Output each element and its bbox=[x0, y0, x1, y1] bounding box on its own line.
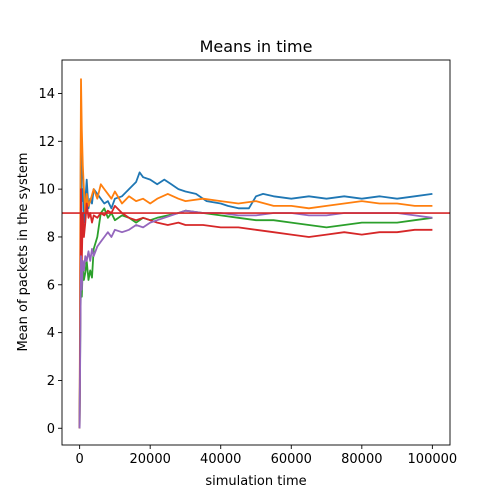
y-axis: 0 2 4 6 8 10 12 14 bbox=[38, 87, 62, 437]
plot-frame bbox=[61, 59, 451, 446]
y-tick-label: 14 bbox=[38, 87, 55, 102]
series-line-5 bbox=[78, 209, 433, 429]
y-axis-label: Mean of packets in the system bbox=[16, 152, 31, 351]
series-line-4 bbox=[78, 188, 433, 429]
chart-title: Means in time bbox=[200, 37, 313, 56]
series-layer bbox=[78, 78, 433, 429]
x-tick-label: 60000 bbox=[271, 452, 312, 467]
x-axis-label: simulation time bbox=[205, 474, 306, 489]
y-tick-label: 8 bbox=[47, 230, 55, 245]
x-tick-label: 0 bbox=[75, 452, 83, 467]
x-tick-label: 40000 bbox=[200, 452, 241, 467]
y-tick-label: 6 bbox=[47, 278, 55, 293]
series-line-3 bbox=[78, 207, 433, 429]
y-tick-label: 4 bbox=[47, 326, 55, 341]
x-tick-label: 20000 bbox=[130, 452, 171, 467]
x-tick-label: 80000 bbox=[341, 452, 382, 467]
plot-area bbox=[62, 60, 450, 445]
x-tick-label: 100000 bbox=[408, 452, 458, 467]
x-axis: 0 20000 40000 60000 80000 100000 bbox=[75, 445, 457, 467]
y-tick-label: 0 bbox=[47, 422, 55, 437]
y-tick-label: 12 bbox=[38, 135, 55, 150]
y-tick-label: 2 bbox=[47, 374, 55, 389]
y-tick-label: 10 bbox=[38, 183, 55, 198]
